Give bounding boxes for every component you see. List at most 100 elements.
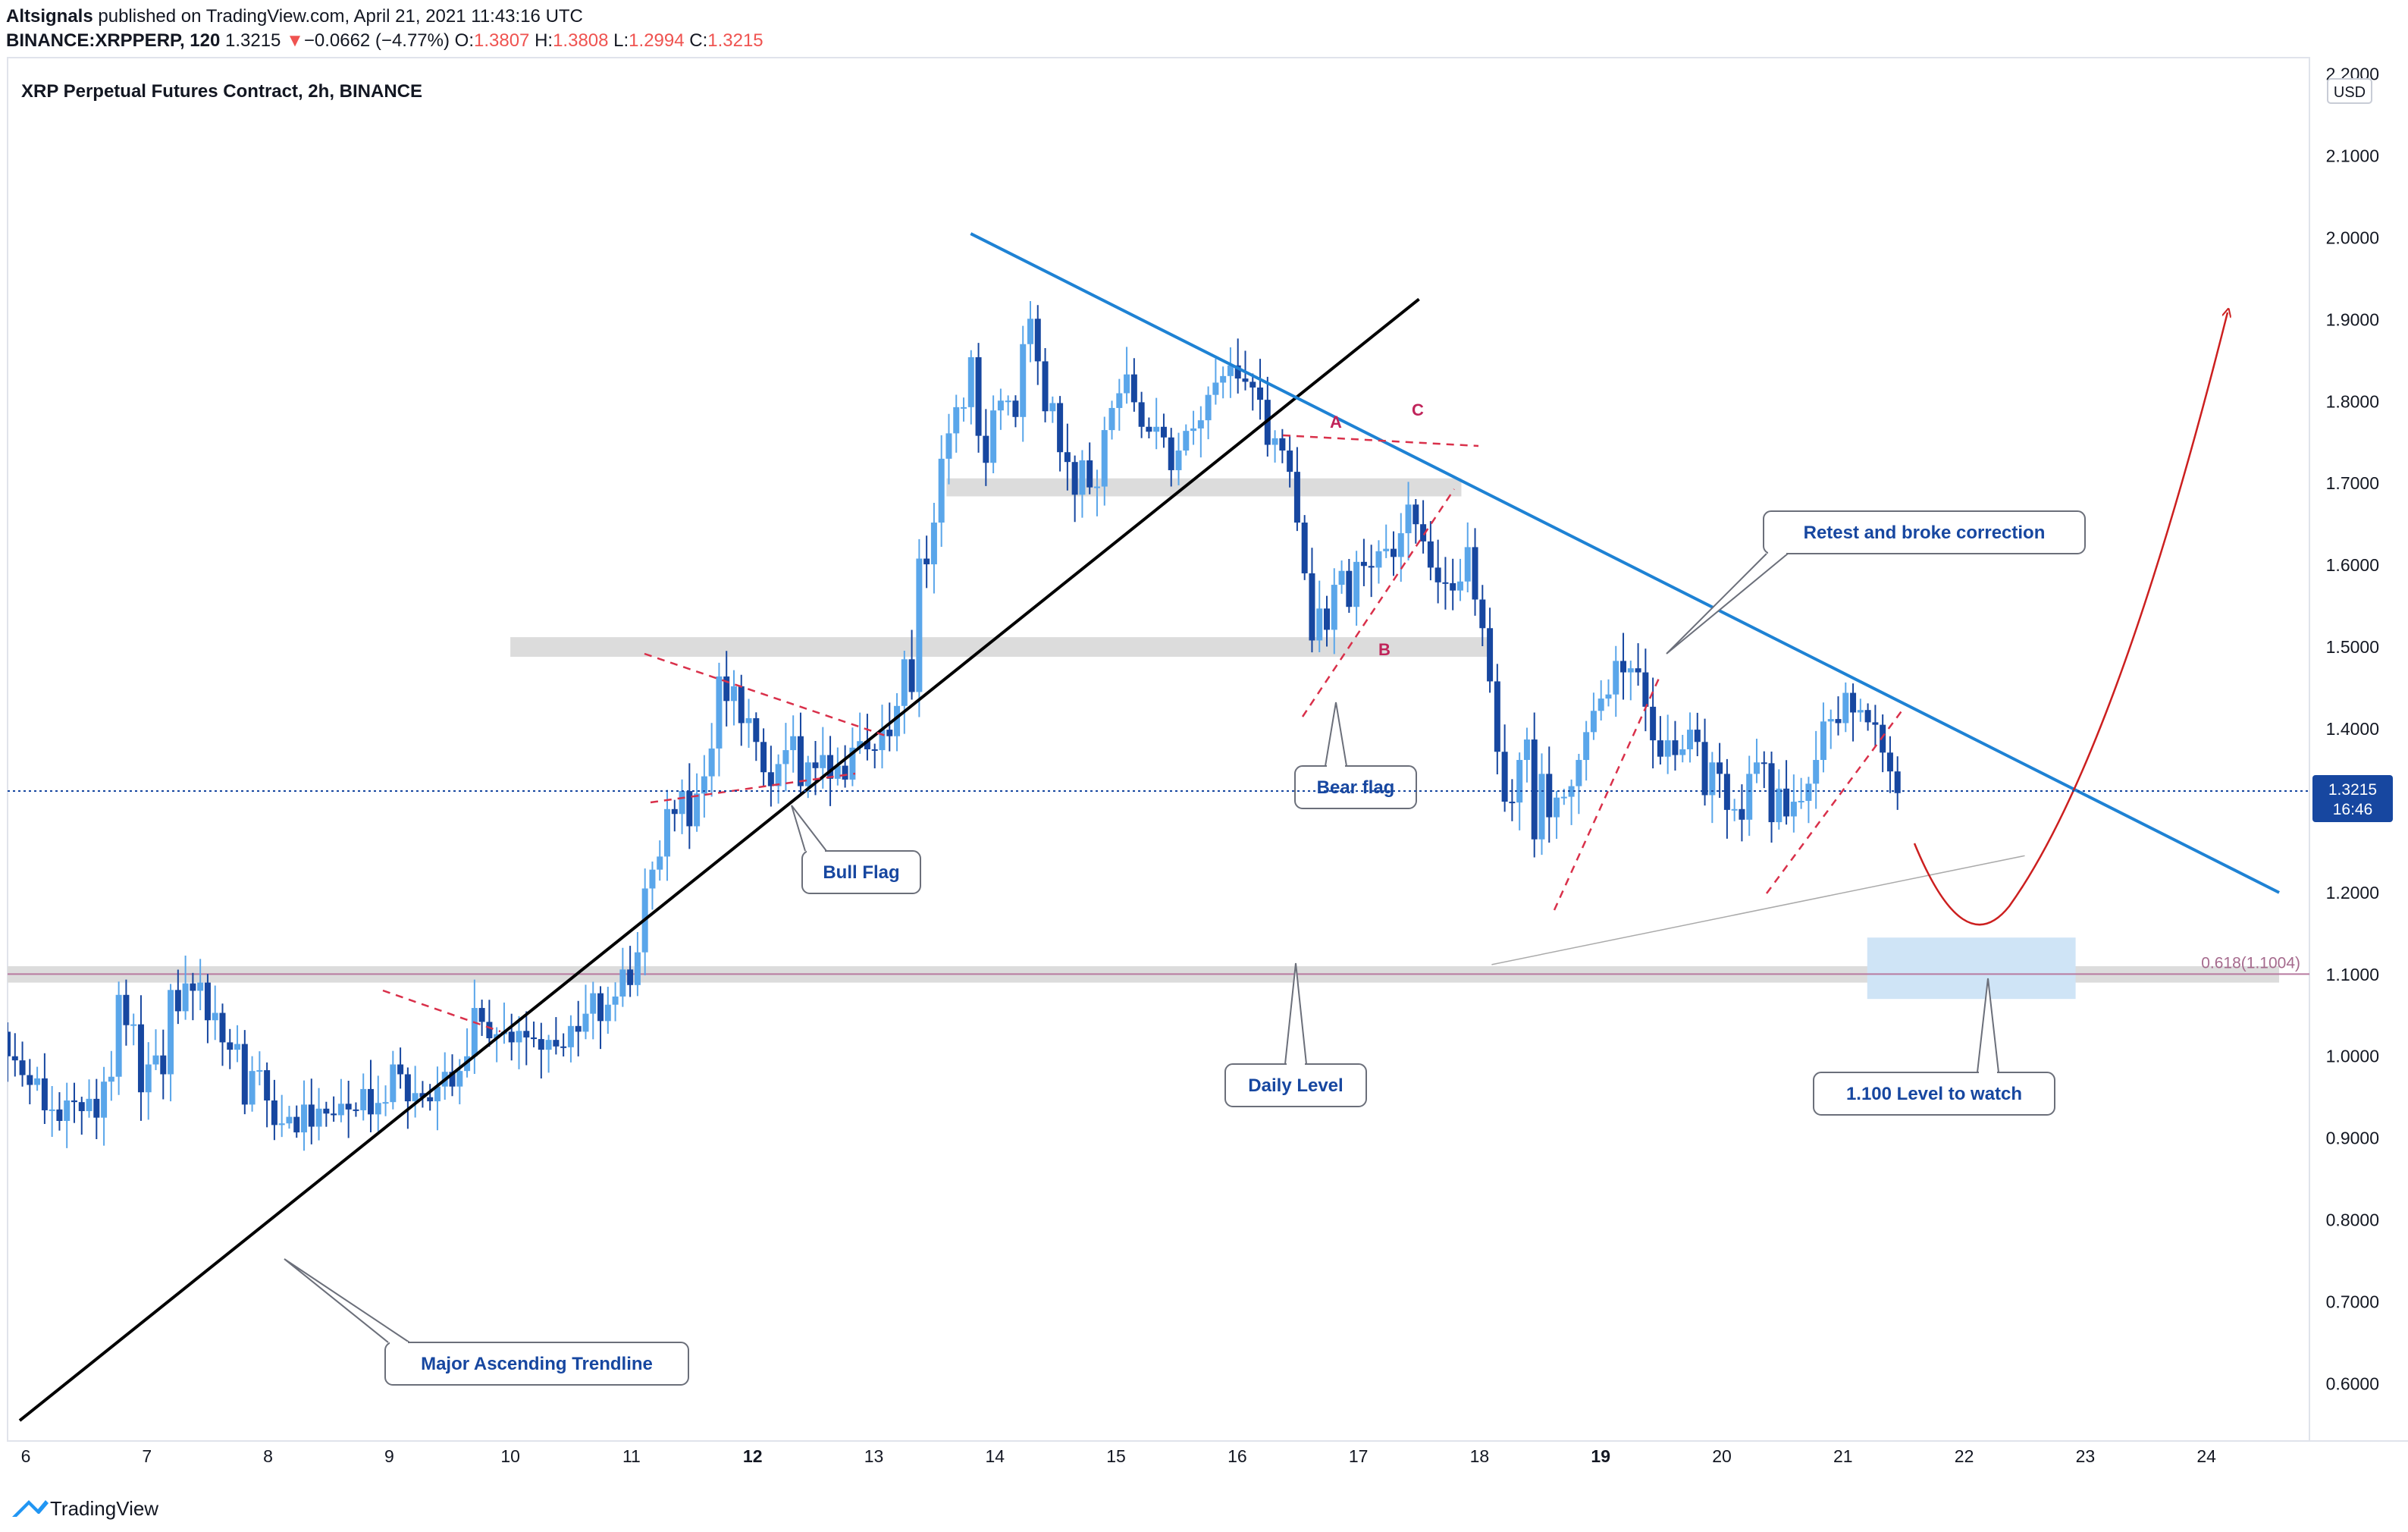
candle-body <box>820 755 826 768</box>
candle-body <box>190 983 196 991</box>
candle-body <box>1568 786 1575 797</box>
candle-body <box>1197 420 1204 429</box>
candle <box>1590 692 1597 740</box>
support-zone <box>946 478 1462 497</box>
candle-body <box>293 1116 300 1133</box>
bull-flag-upper-line <box>644 652 886 737</box>
candle <box>8 1022 11 1082</box>
candle <box>137 995 144 1121</box>
time-scale[interactable]: 6 7 8 9 10 11 12 13 14 15 16 17 18 19 20 21 22 23 24 <box>21 1446 2217 1466</box>
candle-body <box>108 1076 114 1082</box>
candle-body <box>1057 403 1064 453</box>
major-trendline-callout[interactable]: Major Ascending Trendline <box>284 1258 689 1386</box>
candle <box>1657 716 1663 765</box>
currency-badge-box[interactable] <box>2327 78 2372 104</box>
candle <box>1338 560 1345 594</box>
candle <box>41 1053 48 1124</box>
candle <box>1568 779 1575 825</box>
candle <box>190 972 196 1021</box>
header-line-2: BINANCE:XRPPERP, 120 1.3215 ▼−0.0662 (−4… <box>6 30 763 52</box>
candle-body <box>1234 365 1241 379</box>
candle-body <box>1456 581 1463 591</box>
callout-pointer <box>284 1258 410 1343</box>
candle-body <box>1020 344 1027 417</box>
candle-body <box>664 808 671 857</box>
candle <box>575 1000 582 1056</box>
candle-body <box>686 791 693 827</box>
candle-body <box>938 458 945 523</box>
time-tick-label: 12 <box>743 1446 763 1466</box>
bull-flag-callout[interactable]: Bull Flag <box>791 805 921 894</box>
candle-body <box>619 969 626 997</box>
tradingview-logo[interactable]: TradingView <box>12 1497 158 1520</box>
candle-body <box>1049 403 1056 412</box>
candle <box>1034 305 1041 385</box>
candle-body <box>8 1031 11 1056</box>
candle <box>753 712 760 761</box>
candle <box>1005 395 1011 416</box>
candle-body <box>1642 672 1649 707</box>
trendline-descending[interactable] <box>970 232 2280 894</box>
candle <box>1509 779 1516 821</box>
candle-body <box>804 762 811 786</box>
candle-body <box>1783 788 1790 817</box>
candle <box>1212 358 1219 405</box>
candle-body <box>174 990 181 1012</box>
candle <box>597 986 604 1050</box>
candle-body <box>137 1024 144 1093</box>
candle-body <box>130 1024 137 1026</box>
callout-box <box>1813 1072 2055 1116</box>
retest-callout[interactable]: Retest and broke correction <box>1666 510 2086 655</box>
candle <box>797 712 804 794</box>
publisher-name[interactable]: Altsignals <box>6 6 93 27</box>
trendline-major-ascending[interactable] <box>18 297 1420 1422</box>
wave-label-b: B <box>1378 640 1391 659</box>
bear-flag-callout[interactable]: Bear flag <box>1294 702 1417 809</box>
candle <box>1368 545 1375 598</box>
candle-body <box>930 523 937 565</box>
candle-body <box>1427 541 1434 568</box>
candle-body <box>790 736 797 751</box>
candle <box>1234 338 1241 394</box>
candle <box>590 981 597 1040</box>
candle <box>427 1084 434 1111</box>
candle-body <box>301 1104 308 1133</box>
candle <box>842 745 848 788</box>
candle-body <box>975 357 982 436</box>
price-tick-label: 1.7000 <box>2326 473 2379 493</box>
symbol-line: BINANCE:XRPPERP, 120 <box>6 30 221 51</box>
candle-body <box>679 791 685 815</box>
candle <box>708 723 715 797</box>
candle <box>301 1080 308 1151</box>
candle <box>1197 406 1204 458</box>
candle <box>1049 396 1056 423</box>
candle-body <box>86 1098 92 1112</box>
candle-body <box>1761 762 1767 764</box>
candle-body <box>152 1055 159 1065</box>
level-watch-callout[interactable]: 1.100 Level to watch <box>1813 978 2055 1116</box>
price-scale[interactable]: 0.6000 0.7000 0.8000 0.9000 1.0000 1.1000 1.20… <box>2326 64 2379 1394</box>
candle-body <box>567 1025 574 1047</box>
candle-body <box>78 1102 85 1112</box>
open-label: O: <box>454 30 474 51</box>
small-flag-line <box>382 989 501 1033</box>
candle-body <box>797 736 804 786</box>
wave-label-c: C <box>1412 400 1424 419</box>
candle <box>997 388 1004 430</box>
candle <box>204 974 211 1044</box>
candle-body <box>1153 426 1160 432</box>
bear-flag-upper-line <box>1282 434 1479 447</box>
candle <box>1101 416 1108 506</box>
trendline-lower-support[interactable] <box>1491 855 2025 965</box>
candle-body <box>486 1022 493 1038</box>
candle-body <box>649 869 656 889</box>
candle <box>961 397 967 422</box>
candle-body <box>323 1108 330 1114</box>
candle <box>1383 524 1390 558</box>
daily-level-callout[interactable]: Daily Level <box>1224 962 1367 1107</box>
candle <box>1827 709 1834 749</box>
candle <box>382 1085 389 1116</box>
candle-body <box>508 1031 515 1043</box>
candle-body <box>449 1072 456 1087</box>
